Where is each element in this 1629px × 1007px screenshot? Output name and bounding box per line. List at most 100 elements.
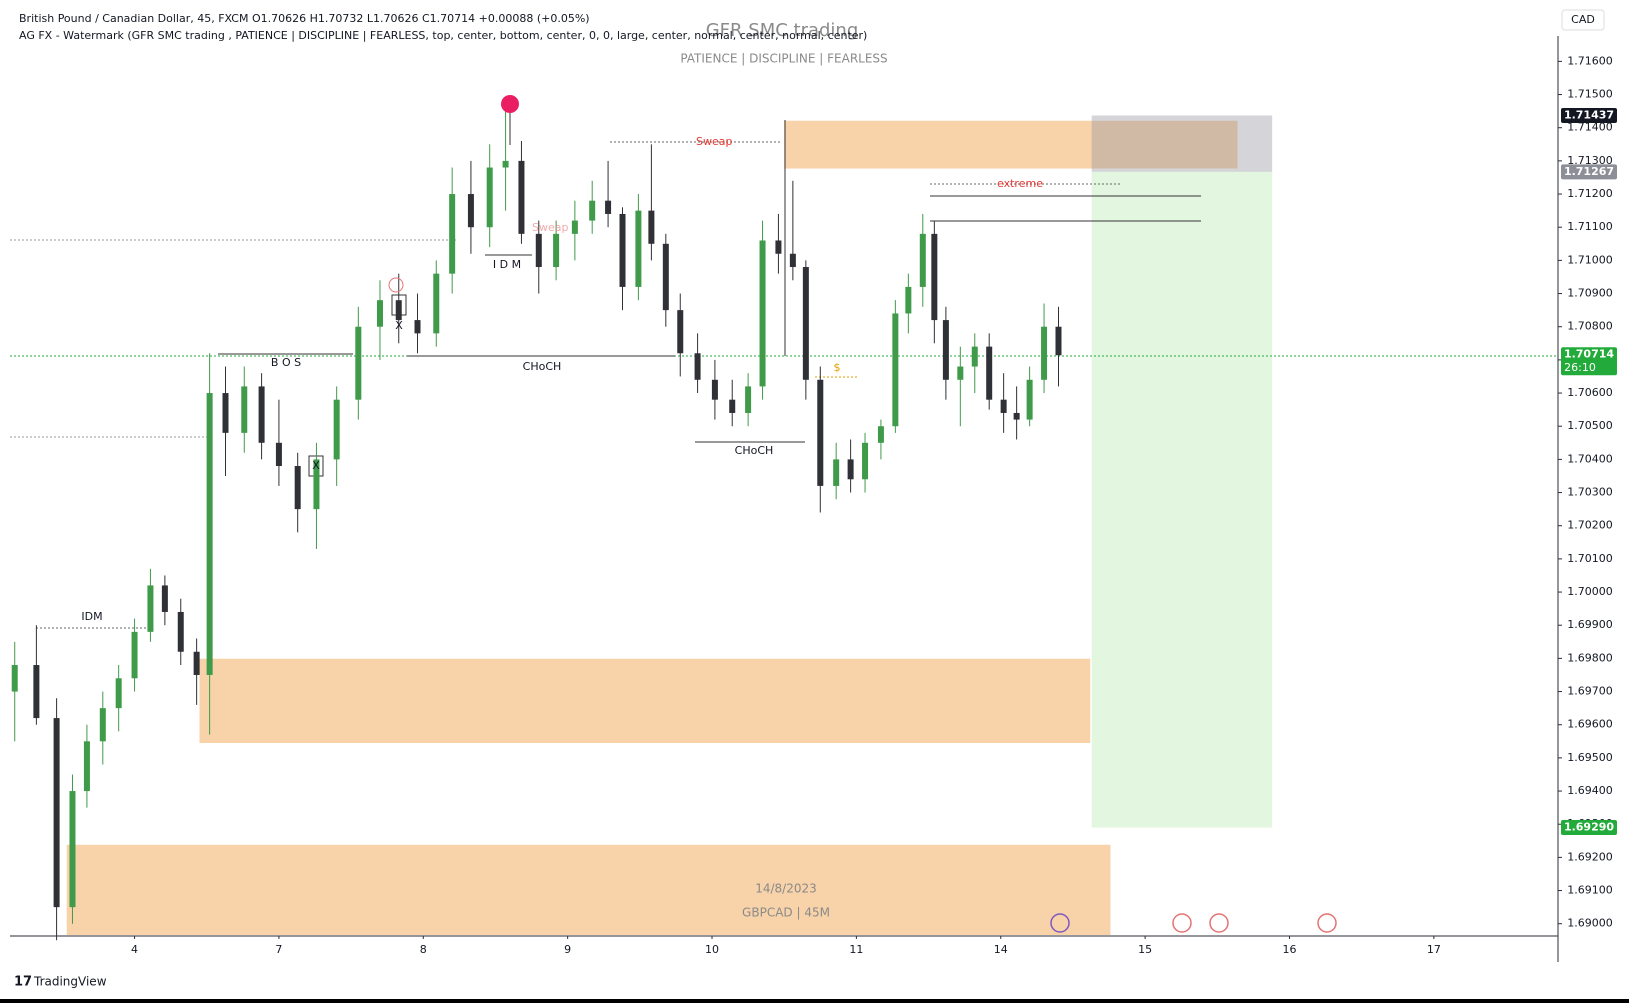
candle-body	[53, 718, 60, 908]
event-icon[interactable]	[1209, 913, 1229, 933]
candle-body	[919, 233, 926, 287]
candle-body	[502, 160, 509, 168]
y-tick-label: 1.70300	[1567, 486, 1613, 499]
x-tick-label: 8	[420, 943, 427, 956]
price-badge	[1561, 107, 1617, 123]
zone	[1091, 115, 1273, 172]
candle-body	[376, 300, 383, 327]
annotation: CHoCH	[523, 360, 562, 373]
zone	[1091, 171, 1273, 828]
event-icon[interactable]	[1317, 913, 1337, 933]
candle-body	[789, 253, 796, 268]
candles	[11, 111, 1062, 941]
target-marker	[388, 277, 404, 293]
currency[interactable]: CAD	[1571, 13, 1595, 26]
y-tick-label: 1.69500	[1567, 751, 1613, 764]
candle-body	[619, 213, 626, 287]
price-badge	[1561, 347, 1617, 376]
zone	[784, 120, 1238, 169]
annotation: IDM	[81, 610, 102, 623]
watermark-title: GFR SMC trading	[706, 20, 859, 41]
y-tick-label: 1.71200	[1567, 187, 1613, 200]
watermark-subtitle: PATIENCE | DISCIPLINE | FEARLESS	[680, 52, 887, 66]
candle-body	[33, 665, 40, 719]
candle-body	[414, 320, 421, 334]
x-tick-label: 17	[1427, 943, 1441, 956]
candle-body	[648, 210, 655, 244]
y-tick-label: 1.71300	[1567, 154, 1613, 167]
candle-body	[333, 399, 340, 460]
event-icons	[1050, 913, 1337, 933]
y-tick-label: 1.71000	[1567, 253, 1613, 266]
y-tick-label: 1.70100	[1567, 552, 1613, 565]
y-tick-label: 1.71600	[1567, 54, 1613, 67]
y-tick-label: 1.71100	[1567, 220, 1613, 233]
x-tick-label: 10	[705, 943, 719, 956]
candle-body	[971, 346, 978, 367]
x-tick-label: 11	[849, 943, 863, 956]
candle-body	[1041, 326, 1048, 380]
currency-button[interactable]	[1561, 9, 1605, 31]
price-badge-label: 1.70714	[1564, 348, 1614, 361]
candle-body	[99, 708, 106, 742]
brand: TradingView	[33, 975, 107, 989]
candle-body	[486, 167, 493, 228]
candle-body	[877, 426, 884, 443]
y-tick-label: 1.70800	[1567, 320, 1613, 333]
annotation: Sweap	[696, 135, 732, 148]
high-marker	[501, 95, 519, 113]
y-tick-label: 1.71400	[1567, 121, 1613, 134]
candle-body	[275, 442, 282, 467]
candle-body	[222, 393, 229, 433]
candle-body	[986, 346, 993, 400]
x-tick-label: 15	[1138, 943, 1152, 956]
candle-body	[147, 585, 154, 632]
candle-body	[1013, 412, 1020, 420]
price-badge-label: 1.69290	[1564, 821, 1614, 834]
candle-body	[957, 366, 964, 380]
candle-body	[294, 466, 301, 510]
event-icon[interactable]	[1172, 913, 1192, 933]
candle-body	[571, 220, 578, 234]
y-tick-label: 1.71500	[1567, 88, 1613, 101]
candle-body	[433, 273, 440, 334]
candle-body	[11, 665, 18, 692]
candle-body	[605, 200, 612, 214]
candle-body	[161, 585, 168, 612]
y-tick-label: 1.70600	[1567, 386, 1613, 399]
candle-body	[892, 313, 899, 427]
annotation: CHoCH	[735, 444, 774, 457]
event-icon[interactable]	[1050, 913, 1070, 933]
countdown: 26:10	[1564, 361, 1596, 374]
price-badge-label: 1.71267	[1564, 165, 1614, 178]
y-tick-label: 1.70000	[1567, 585, 1613, 598]
candle-body	[131, 631, 138, 679]
annotation: extreme	[997, 177, 1043, 190]
candle-body	[677, 310, 684, 354]
header: British Pound / Canadian Dollar, 45, FXC…	[19, 12, 590, 25]
zones	[66, 115, 1273, 935]
price-badge-label: 1.71437	[1564, 108, 1614, 121]
candle-body	[662, 243, 669, 311]
candle-body	[241, 386, 248, 433]
y-tick-label: 1.69400	[1567, 784, 1613, 797]
candle-body	[449, 194, 456, 274]
x-tick-label: 7	[275, 943, 282, 956]
candle-body	[1000, 399, 1007, 413]
candle-body	[553, 233, 560, 268]
candle-body	[535, 233, 542, 268]
annotation: X	[395, 319, 403, 332]
x-tick-label: 9	[564, 943, 571, 956]
y-tick-label: 1.70400	[1567, 452, 1613, 465]
price-badge	[1561, 820, 1617, 836]
candle-body	[817, 379, 824, 486]
indicator-line: AG FX - Watermark (GFR SMC trading , PAT…	[19, 29, 867, 42]
y-tick-label: 1.70900	[1567, 287, 1613, 300]
candle-body	[177, 611, 184, 652]
candle-body	[1055, 326, 1062, 356]
candle-body	[589, 200, 596, 221]
candle-body	[775, 240, 782, 254]
y-tick-label: 1.69700	[1567, 685, 1613, 698]
